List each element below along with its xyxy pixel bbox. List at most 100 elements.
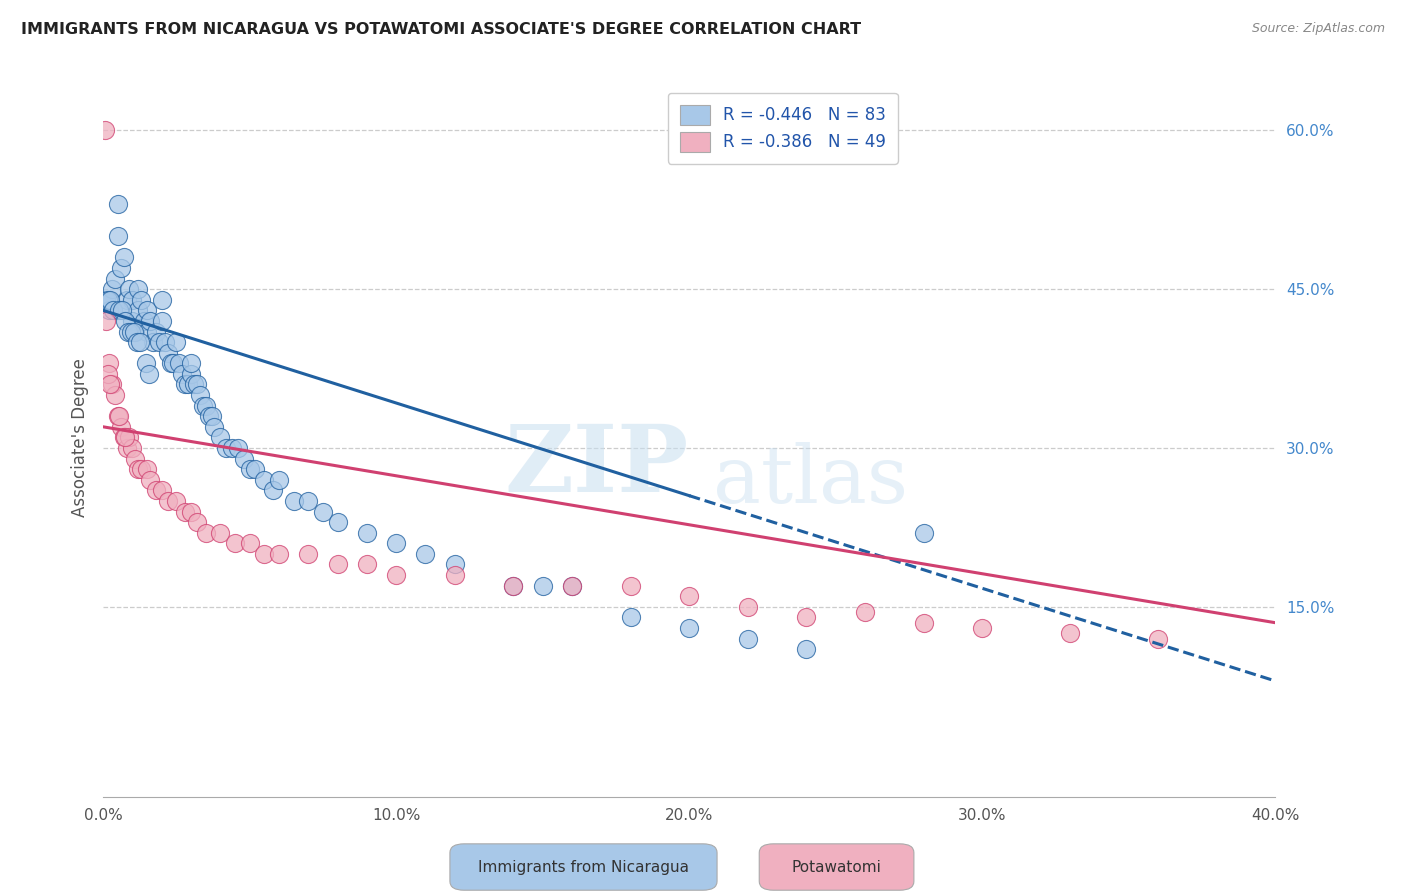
Point (737, 632, 759, 646)
Text: atlas: atlas (713, 442, 908, 520)
Point (150, 483, 173, 498)
Point (737, 599, 759, 614)
Point (138, 367, 160, 381)
Point (98, 356, 121, 370)
Point (118, 430, 141, 444)
Point (156, 345, 179, 359)
Point (204, 419, 226, 434)
Point (326, 515, 349, 529)
Point (111, 303, 134, 318)
Point (93, 123, 115, 137)
Point (107, 229, 129, 244)
Point (129, 462, 152, 476)
Point (107, 409, 129, 424)
Point (912, 615, 935, 630)
Point (912, 525, 935, 540)
Point (186, 377, 208, 392)
Point (139, 314, 162, 328)
Point (183, 377, 205, 392)
Point (180, 504, 202, 518)
Point (98, 303, 121, 318)
Point (103, 303, 125, 318)
Point (678, 589, 700, 603)
Point (502, 579, 524, 593)
Point (114, 314, 136, 328)
Point (150, 293, 173, 307)
Point (96, 293, 118, 307)
Point (1059, 626, 1081, 640)
Point (150, 314, 173, 328)
Point (129, 293, 152, 307)
Point (159, 356, 181, 370)
Point (162, 356, 184, 370)
Point (194, 525, 217, 540)
Point (110, 260, 132, 275)
Point (972, 621, 994, 635)
Point (531, 579, 554, 593)
Point (224, 536, 246, 550)
Point (197, 409, 219, 424)
Point (221, 441, 243, 455)
Point (443, 558, 465, 572)
Point (172, 367, 194, 381)
Point (267, 547, 290, 561)
Point (209, 525, 232, 540)
Point (136, 303, 159, 318)
Legend: R = -0.446   N = 83, R = -0.386   N = 49: R = -0.446 N = 83, R = -0.386 N = 49 (668, 93, 897, 163)
Point (283, 494, 305, 508)
Point (145, 483, 167, 498)
Point (124, 325, 146, 339)
Point (415, 547, 437, 561)
Point (385, 536, 408, 550)
Point (127, 282, 149, 296)
Point (326, 558, 349, 572)
Point (239, 462, 262, 476)
Point (148, 335, 170, 350)
Point (107, 197, 129, 211)
Point (253, 547, 276, 561)
Point (226, 441, 249, 455)
Point (135, 356, 157, 370)
Point (174, 504, 197, 518)
Point (127, 303, 149, 318)
Point (165, 494, 187, 508)
Text: ZIP: ZIP (505, 421, 689, 511)
Point (115, 293, 138, 307)
Point (180, 367, 202, 381)
Point (156, 494, 179, 508)
Point (110, 419, 132, 434)
Text: IMMIGRANTS FROM NICARAGUA VS POTAWATOMI ASSOCIATE'S DEGREE CORRELATION CHART: IMMIGRANTS FROM NICARAGUA VS POTAWATOMI … (21, 22, 862, 37)
Point (356, 525, 378, 540)
Point (297, 547, 319, 561)
Point (239, 536, 262, 550)
Point (619, 610, 641, 624)
Point (200, 409, 222, 424)
Point (678, 621, 700, 635)
Point (127, 462, 149, 476)
Point (108, 409, 131, 424)
Point (853, 605, 876, 619)
Point (188, 388, 211, 402)
Point (134, 314, 156, 328)
Point (117, 325, 139, 339)
Point (142, 335, 165, 350)
Point (128, 335, 150, 350)
Point (561, 579, 583, 593)
Point (245, 462, 267, 476)
Point (169, 356, 191, 370)
Point (153, 335, 176, 350)
Point (94, 314, 117, 328)
Point (115, 441, 138, 455)
Point (114, 430, 136, 444)
Point (96, 367, 118, 381)
Point (118, 282, 141, 296)
Point (209, 430, 232, 444)
Text: Immigrants from Nicaragua: Immigrants from Nicaragua (478, 860, 689, 874)
Point (112, 430, 135, 444)
Point (443, 568, 465, 582)
Point (186, 515, 208, 529)
Point (267, 473, 290, 487)
Point (177, 377, 200, 392)
Point (215, 441, 238, 455)
Point (561, 579, 583, 593)
